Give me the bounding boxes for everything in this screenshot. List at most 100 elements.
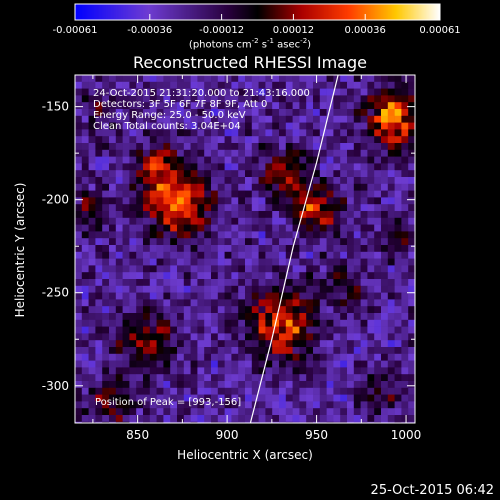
heatmap-pixel <box>183 319 191 327</box>
heatmap-pixel <box>387 292 395 300</box>
heatmap-pixel <box>394 340 402 348</box>
heatmap-pixel <box>245 347 253 355</box>
heatmap-pixel <box>122 211 130 219</box>
heatmap-pixel <box>197 143 205 151</box>
heatmap-pixel <box>177 279 185 287</box>
heatmap-pixel <box>326 177 334 185</box>
heatmap-pixel <box>279 401 287 409</box>
heatmap-pixel <box>75 163 83 171</box>
heatmap-pixel <box>353 367 361 375</box>
heatmap-pixel <box>272 122 280 130</box>
heatmap-pixel <box>251 183 259 191</box>
heatmap-pixel <box>381 102 389 110</box>
heatmap-pixel <box>272 211 280 219</box>
heatmap-pixel <box>102 279 110 287</box>
heatmap-pixel <box>109 292 117 300</box>
heatmap-pixel <box>88 143 96 151</box>
heatmap-pixel <box>204 319 212 327</box>
heatmap-pixel <box>353 272 361 280</box>
heatmap-pixel <box>109 95 117 103</box>
heatmap-pixel <box>265 299 273 307</box>
heatmap-pixel <box>149 265 157 273</box>
heatmap-pixel <box>122 129 130 137</box>
heatmap-pixel <box>238 109 246 117</box>
heatmap-pixel <box>129 421 137 423</box>
heatmap-pixel <box>224 109 232 117</box>
heatmap-pixel <box>217 421 225 423</box>
heatmap-pixel <box>353 299 361 307</box>
heatmap-pixel <box>292 136 300 144</box>
heatmap-pixel <box>333 415 341 423</box>
heatmap-pixel <box>374 292 382 300</box>
heatmap-pixel <box>211 415 219 423</box>
heatmap-pixel <box>197 183 205 191</box>
heatmap-pixel <box>319 415 327 423</box>
heatmap-pixel <box>394 299 402 307</box>
heatmap-pixel <box>292 197 300 205</box>
heatmap-pixel <box>408 333 415 341</box>
heatmap-pixel <box>272 129 280 137</box>
heatmap-pixel <box>102 190 110 198</box>
heatmap-pixel <box>313 353 321 361</box>
heatmap-pixel <box>122 75 130 83</box>
heatmap-pixel <box>211 333 219 341</box>
heatmap-pixel <box>326 421 334 423</box>
heatmap-pixel <box>353 102 361 110</box>
heatmap-pixel <box>102 251 110 259</box>
heatmap-pixel <box>109 190 117 198</box>
heatmap-pixel <box>143 415 151 423</box>
heatmap-pixel <box>217 272 225 280</box>
heatmap-pixel <box>401 401 409 409</box>
heatmap-pixel <box>265 231 273 239</box>
heatmap-pixel <box>272 102 280 110</box>
heatmap-pixel <box>272 245 280 253</box>
heatmap-pixel <box>292 238 300 246</box>
heatmap-pixel <box>129 313 137 321</box>
heatmap-pixel <box>143 102 151 110</box>
heatmap-pixel <box>183 272 191 280</box>
heatmap-pixel <box>340 347 348 355</box>
heatmap-pixel <box>272 224 280 232</box>
heatmap-pixel <box>238 333 246 341</box>
heatmap-pixel <box>381 326 389 334</box>
heatmap-pixel <box>102 81 110 89</box>
heatmap-pixel <box>183 415 191 423</box>
heatmap-pixel <box>224 353 232 361</box>
heatmap-pixel <box>75 197 83 205</box>
heatmap-pixel <box>88 190 96 198</box>
heatmap-pixel <box>319 360 327 368</box>
heatmap-pixel <box>81 299 89 307</box>
heatmap-pixel <box>238 326 246 334</box>
heatmap-pixel <box>177 415 185 423</box>
heatmap-pixel <box>102 387 110 395</box>
heatmap-pixel <box>115 224 123 232</box>
heatmap-pixel <box>163 122 171 130</box>
heatmap-pixel <box>381 394 389 402</box>
heatmap-pixel <box>387 360 395 368</box>
heatmap-pixel <box>143 170 151 178</box>
heatmap-pixel <box>306 367 314 375</box>
heatmap-pixel <box>319 143 327 151</box>
y-tick-label: -250 <box>42 286 69 300</box>
heatmap-pixel <box>81 102 89 110</box>
heatmap-pixel <box>170 122 178 130</box>
heatmap-pixel <box>170 285 178 293</box>
heatmap-pixel <box>204 115 212 123</box>
heatmap-pixel <box>408 421 415 423</box>
heatmap-pixel <box>197 292 205 300</box>
heatmap-pixel <box>231 224 239 232</box>
heatmap-pixel <box>136 177 144 185</box>
heatmap-pixel <box>109 279 117 287</box>
heatmap-pixel <box>387 340 395 348</box>
heatmap-pixel <box>245 387 253 395</box>
heatmap-pixel <box>374 224 382 232</box>
heatmap-pixel <box>292 313 300 321</box>
heatmap-pixel <box>292 394 300 402</box>
heatmap-pixel <box>115 238 123 246</box>
heatmap-pixel <box>360 170 368 178</box>
heatmap-pixel <box>353 401 361 409</box>
heatmap-pixel <box>245 81 253 89</box>
heatmap-pixel <box>347 211 355 219</box>
heatmap-pixel <box>183 217 191 225</box>
heatmap-pixel <box>109 347 117 355</box>
